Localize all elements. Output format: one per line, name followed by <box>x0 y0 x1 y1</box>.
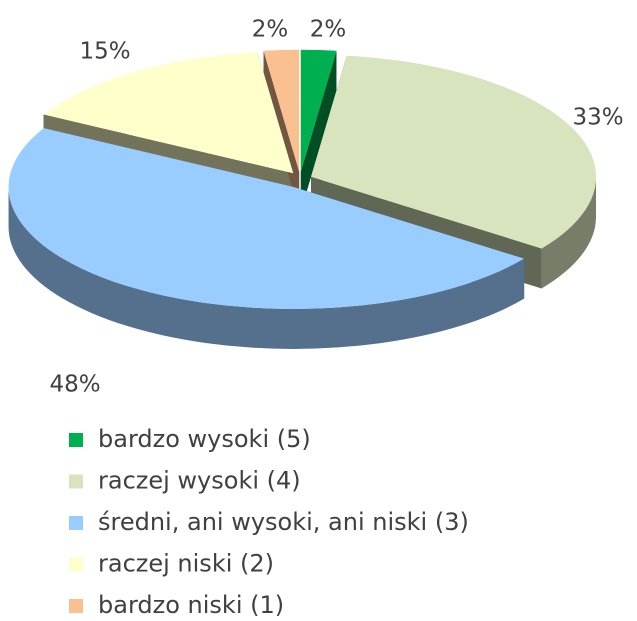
legend-label: bardzo niski (1) <box>98 591 284 619</box>
slice <box>43 52 294 174</box>
legend-marker <box>69 474 83 489</box>
slice <box>8 128 525 309</box>
data-label: 2% <box>252 17 289 43</box>
data-label: 48% <box>49 372 100 398</box>
legend-marker <box>69 557 83 572</box>
data-label: 2% <box>310 17 347 43</box>
slice-side <box>541 176 597 289</box>
legend-label: bardzo wysoki (5) <box>98 425 311 453</box>
data-label: 15% <box>79 39 130 65</box>
slice <box>263 49 300 172</box>
slice-side <box>8 186 525 349</box>
legend-label: średni, ani wysoki, ani niski (3) <box>98 508 469 536</box>
slice <box>300 49 337 172</box>
legend-label: raczej niski (2) <box>98 550 274 578</box>
slice-wall <box>300 50 337 212</box>
legend-marker <box>69 599 83 613</box>
legend-marker <box>69 516 83 530</box>
legend-marker <box>69 433 83 447</box>
legend-label: raczej wysoki (4) <box>98 467 301 495</box>
slice <box>311 55 597 249</box>
data-label: 33% <box>572 105 623 131</box>
